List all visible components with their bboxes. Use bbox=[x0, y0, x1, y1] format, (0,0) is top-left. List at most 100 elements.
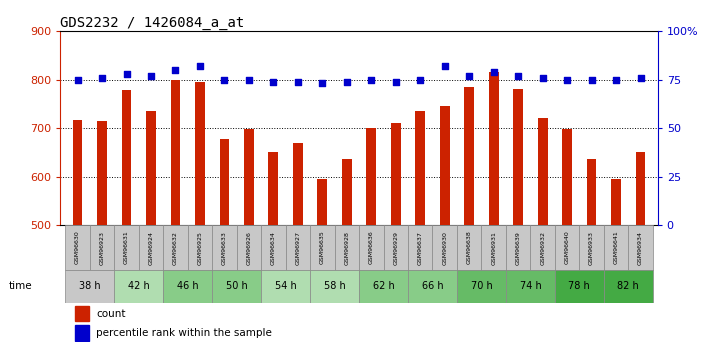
Text: 38 h: 38 h bbox=[79, 282, 101, 292]
Bar bbox=[261, 270, 310, 303]
Bar bbox=[359, 225, 383, 270]
Bar bbox=[481, 225, 506, 270]
Text: GSM96924: GSM96924 bbox=[149, 230, 154, 265]
Text: GSM96929: GSM96929 bbox=[393, 230, 398, 265]
Point bbox=[316, 81, 328, 86]
Bar bbox=[383, 225, 408, 270]
Bar bbox=[530, 225, 555, 270]
Text: time: time bbox=[9, 282, 32, 292]
Bar bbox=[604, 270, 653, 303]
Bar bbox=[237, 225, 261, 270]
Text: GSM96632: GSM96632 bbox=[173, 231, 178, 265]
Text: GSM96639: GSM96639 bbox=[515, 231, 520, 265]
Point bbox=[562, 77, 573, 82]
Bar bbox=[629, 225, 653, 270]
Bar bbox=[317, 179, 327, 225]
Bar bbox=[562, 129, 572, 225]
Bar bbox=[97, 121, 107, 225]
Bar bbox=[65, 225, 90, 270]
Text: GSM96637: GSM96637 bbox=[418, 231, 423, 265]
Point bbox=[243, 77, 255, 82]
Text: GSM96634: GSM96634 bbox=[271, 231, 276, 265]
Text: percentile rank within the sample: percentile rank within the sample bbox=[96, 328, 272, 338]
Bar bbox=[604, 225, 629, 270]
Point bbox=[586, 77, 597, 82]
Bar bbox=[139, 225, 164, 270]
Text: GSM96928: GSM96928 bbox=[344, 231, 349, 265]
Text: 74 h: 74 h bbox=[520, 282, 541, 292]
Text: 58 h: 58 h bbox=[324, 282, 346, 292]
Bar bbox=[90, 225, 114, 270]
Point bbox=[341, 79, 353, 84]
Bar bbox=[408, 270, 457, 303]
Point bbox=[365, 77, 377, 82]
Bar bbox=[164, 225, 188, 270]
Point bbox=[72, 77, 83, 82]
Text: GSM96641: GSM96641 bbox=[614, 231, 619, 265]
Bar bbox=[171, 80, 181, 225]
Bar bbox=[488, 72, 498, 225]
Text: GSM96927: GSM96927 bbox=[295, 230, 300, 265]
Point bbox=[513, 73, 524, 78]
Bar bbox=[457, 270, 506, 303]
Text: count: count bbox=[96, 309, 126, 318]
Bar bbox=[293, 142, 303, 225]
Text: GSM96640: GSM96640 bbox=[565, 231, 570, 265]
Bar bbox=[244, 129, 254, 225]
Bar bbox=[261, 225, 286, 270]
Bar bbox=[195, 82, 205, 225]
Bar bbox=[342, 159, 352, 225]
Point bbox=[415, 77, 426, 82]
Bar bbox=[555, 225, 579, 270]
Bar bbox=[269, 152, 278, 225]
Point bbox=[537, 75, 548, 80]
Text: 66 h: 66 h bbox=[422, 282, 443, 292]
Bar bbox=[114, 270, 164, 303]
Text: GSM96925: GSM96925 bbox=[198, 231, 203, 265]
Text: GSM96933: GSM96933 bbox=[589, 230, 594, 265]
Text: GSM96926: GSM96926 bbox=[247, 231, 252, 265]
Text: 46 h: 46 h bbox=[177, 282, 198, 292]
Bar bbox=[146, 111, 156, 225]
Bar bbox=[335, 225, 359, 270]
Bar bbox=[220, 139, 230, 225]
Bar bbox=[212, 225, 237, 270]
Point bbox=[488, 69, 499, 75]
Point bbox=[145, 73, 156, 78]
Text: 50 h: 50 h bbox=[226, 282, 247, 292]
Point bbox=[194, 63, 205, 69]
Bar bbox=[286, 225, 310, 270]
Bar bbox=[65, 270, 114, 303]
Bar bbox=[73, 120, 82, 225]
Text: 82 h: 82 h bbox=[617, 282, 639, 292]
Point bbox=[439, 63, 450, 69]
Bar bbox=[114, 225, 139, 270]
Text: 70 h: 70 h bbox=[471, 282, 492, 292]
Bar bbox=[164, 270, 212, 303]
Bar bbox=[611, 179, 621, 225]
Bar bbox=[432, 225, 457, 270]
Bar bbox=[636, 152, 646, 225]
Point bbox=[97, 75, 108, 80]
Text: GSM96930: GSM96930 bbox=[442, 231, 447, 265]
Text: GSM96638: GSM96638 bbox=[466, 231, 471, 265]
Point bbox=[464, 73, 475, 78]
Text: GSM96631: GSM96631 bbox=[124, 231, 129, 265]
Bar bbox=[506, 225, 530, 270]
Bar bbox=[310, 225, 335, 270]
Bar bbox=[188, 225, 212, 270]
Bar bbox=[408, 225, 432, 270]
Bar bbox=[587, 159, 597, 225]
Point bbox=[390, 79, 402, 84]
Text: GDS2232 / 1426084_a_at: GDS2232 / 1426084_a_at bbox=[60, 16, 245, 30]
Text: 42 h: 42 h bbox=[128, 282, 149, 292]
Bar bbox=[212, 270, 261, 303]
Bar bbox=[464, 87, 474, 225]
Text: GSM96633: GSM96633 bbox=[222, 231, 227, 265]
Point bbox=[610, 77, 621, 82]
Point bbox=[635, 75, 646, 80]
Bar bbox=[440, 106, 449, 225]
Text: GSM96923: GSM96923 bbox=[100, 230, 105, 265]
Bar bbox=[457, 225, 481, 270]
Text: 78 h: 78 h bbox=[569, 282, 590, 292]
